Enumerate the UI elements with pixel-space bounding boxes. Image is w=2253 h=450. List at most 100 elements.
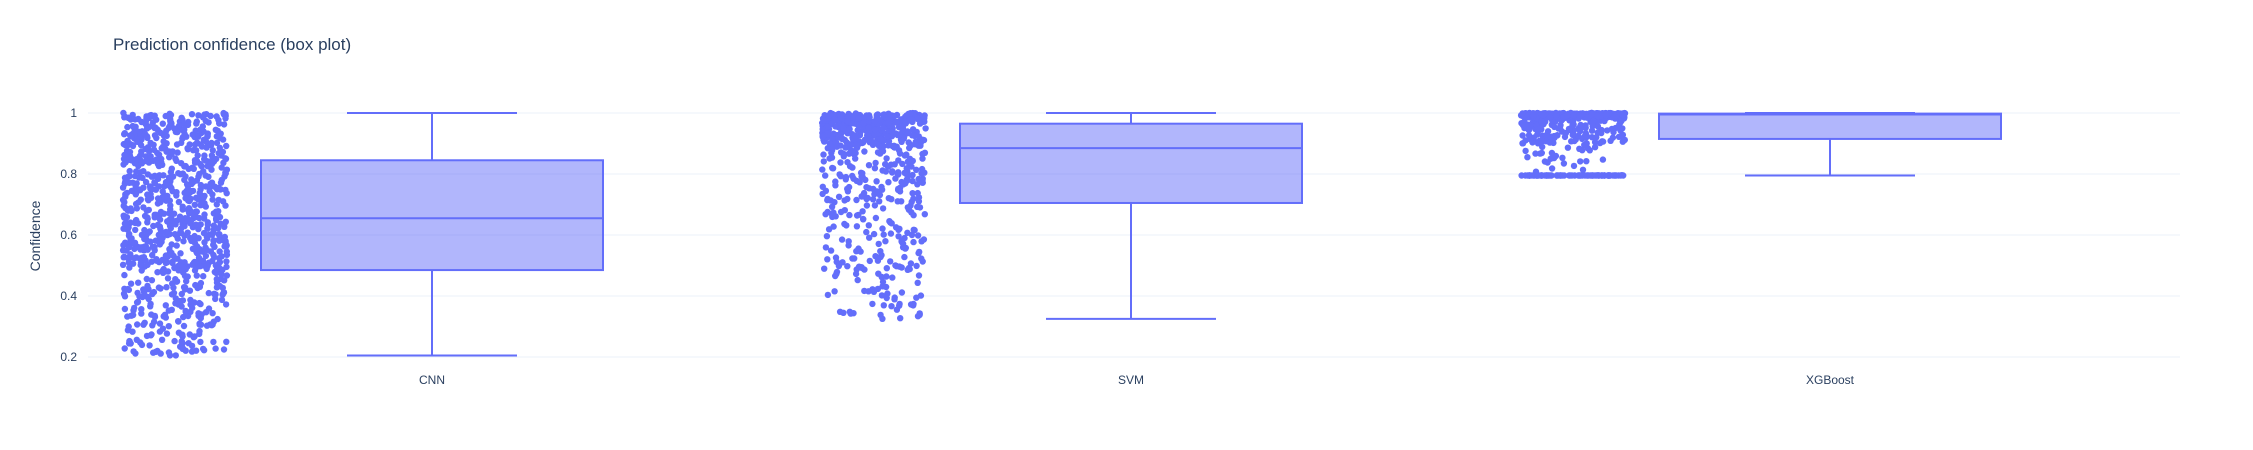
data-point bbox=[864, 194, 871, 202]
data-point bbox=[164, 253, 172, 260]
data-point bbox=[853, 196, 860, 204]
data-point bbox=[216, 120, 223, 127]
box-svm bbox=[959, 112, 1303, 320]
data-point bbox=[921, 115, 928, 122]
data-point bbox=[159, 188, 166, 195]
data-point bbox=[222, 202, 229, 209]
data-point bbox=[883, 265, 890, 272]
data-point bbox=[871, 165, 879, 172]
data-point bbox=[215, 236, 222, 244]
data-point bbox=[1548, 149, 1556, 157]
data-point bbox=[163, 284, 170, 291]
data-point bbox=[121, 271, 128, 279]
data-point bbox=[915, 272, 923, 279]
data-point bbox=[869, 300, 876, 308]
data-point bbox=[832, 272, 839, 280]
data-point bbox=[914, 181, 921, 188]
data-point bbox=[862, 176, 869, 184]
data-point bbox=[1579, 123, 1587, 131]
data-point bbox=[220, 109, 227, 117]
data-point bbox=[170, 210, 178, 217]
data-point bbox=[143, 125, 151, 132]
data-point bbox=[197, 141, 204, 148]
data-point bbox=[174, 235, 181, 242]
data-point bbox=[149, 243, 156, 251]
data-point bbox=[138, 150, 145, 158]
data-point bbox=[152, 186, 160, 193]
data-point bbox=[841, 220, 848, 228]
data-point bbox=[216, 231, 223, 238]
data-point bbox=[164, 275, 172, 282]
data-point bbox=[147, 300, 154, 308]
data-point bbox=[192, 259, 199, 266]
data-point bbox=[889, 128, 896, 136]
data-point bbox=[150, 349, 157, 356]
data-point bbox=[193, 120, 200, 127]
data-point bbox=[143, 207, 150, 214]
iqr-box bbox=[1658, 112, 2002, 140]
data-point bbox=[1577, 158, 1584, 165]
data-point bbox=[199, 248, 206, 255]
data-point bbox=[131, 255, 138, 262]
y-tick-label: 0.2 bbox=[60, 350, 77, 364]
y-tick-label: 1 bbox=[70, 106, 77, 120]
data-point bbox=[891, 296, 898, 303]
data-point bbox=[187, 301, 194, 308]
data-point bbox=[1541, 110, 1549, 118]
data-point bbox=[185, 189, 192, 196]
data-point bbox=[134, 155, 141, 162]
data-point bbox=[138, 244, 145, 251]
data-point bbox=[202, 172, 209, 179]
data-point bbox=[880, 231, 887, 238]
data-point bbox=[855, 245, 862, 252]
data-point bbox=[178, 114, 185, 122]
data-point bbox=[845, 183, 853, 191]
data-point bbox=[137, 261, 144, 269]
data-point bbox=[121, 293, 129, 300]
data-point bbox=[150, 288, 158, 296]
data-point bbox=[166, 222, 174, 229]
data-point bbox=[211, 253, 218, 261]
data-point bbox=[179, 264, 187, 271]
data-point bbox=[822, 244, 830, 251]
data-point bbox=[178, 290, 185, 298]
data-point bbox=[219, 136, 227, 143]
data-point bbox=[882, 238, 889, 245]
data-point bbox=[119, 247, 127, 254]
data-point bbox=[896, 150, 904, 157]
data-point bbox=[172, 352, 179, 359]
data-point bbox=[138, 310, 145, 317]
data-point bbox=[202, 183, 210, 190]
data-point bbox=[127, 236, 134, 243]
data-point bbox=[144, 191, 151, 198]
data-point bbox=[179, 297, 187, 304]
data-point bbox=[1556, 125, 1564, 132]
data-point bbox=[206, 187, 213, 195]
data-point bbox=[163, 132, 170, 140]
data-point bbox=[216, 282, 224, 290]
data-point bbox=[154, 269, 161, 276]
data-point bbox=[869, 286, 876, 293]
data-point bbox=[823, 233, 831, 240]
data-point bbox=[179, 134, 187, 141]
data-point bbox=[918, 255, 925, 262]
iqr-box bbox=[959, 122, 1303, 204]
data-point bbox=[151, 132, 159, 139]
data-point bbox=[879, 205, 887, 212]
data-point bbox=[844, 159, 851, 166]
data-point bbox=[214, 315, 221, 323]
data-point bbox=[137, 130, 144, 138]
data-point bbox=[172, 276, 179, 283]
data-point bbox=[132, 191, 139, 198]
data-point bbox=[196, 320, 203, 327]
data-point bbox=[126, 148, 134, 156]
data-point bbox=[910, 238, 917, 246]
data-point bbox=[216, 144, 223, 151]
data-point bbox=[218, 271, 225, 278]
data-point bbox=[174, 149, 181, 156]
data-point bbox=[189, 131, 196, 138]
data-point bbox=[202, 138, 210, 145]
data-point bbox=[132, 350, 139, 357]
data-point bbox=[222, 301, 230, 308]
data-point bbox=[1619, 125, 1626, 132]
